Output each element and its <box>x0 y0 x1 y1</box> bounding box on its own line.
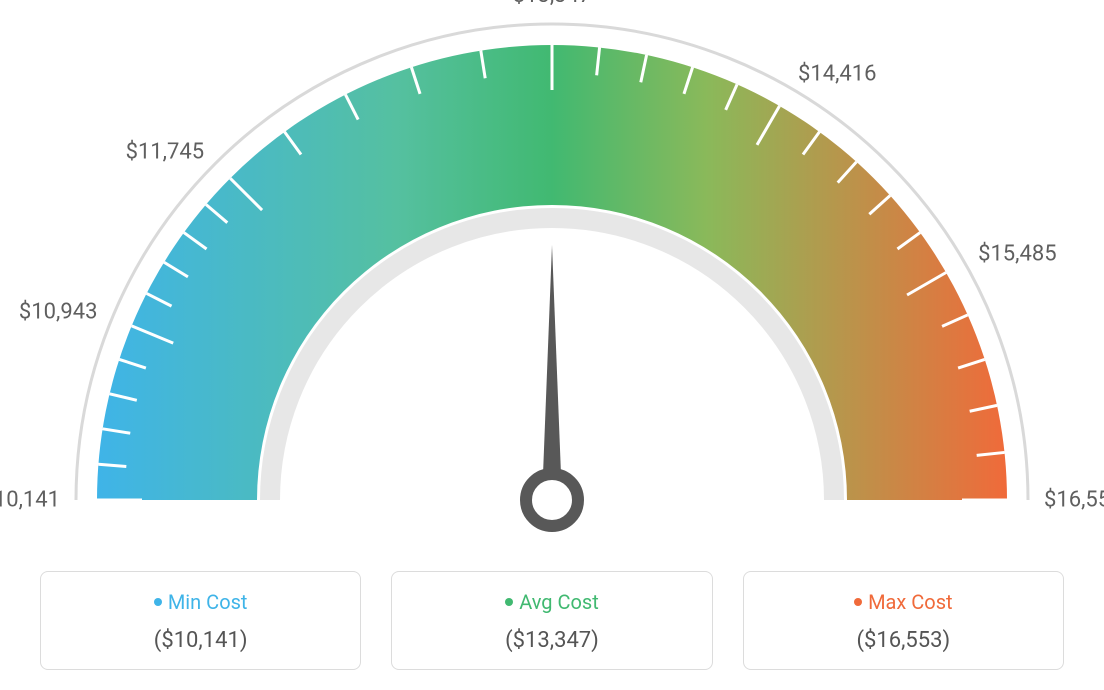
avg-title-text: Avg Cost <box>519 590 599 614</box>
gauge-tick-label: $14,416 <box>798 61 877 86</box>
gauge-tick-label: $13,347 <box>513 0 592 8</box>
max-dot-icon <box>854 598 862 606</box>
avg-cost-title: Avg Cost <box>402 590 701 614</box>
max-title-text: Max Cost <box>868 590 953 614</box>
gauge-tick-label: $10,141 <box>0 488 60 513</box>
avg-cost-value: ($13,347) <box>402 628 701 653</box>
gauge-tick-label: $16,553 <box>1044 488 1104 513</box>
avg-cost-card: Avg Cost ($13,347) <box>391 571 712 670</box>
min-cost-value: ($10,141) <box>51 628 350 653</box>
gauge-tick-label: $15,485 <box>978 242 1057 267</box>
min-cost-title: Min Cost <box>51 590 350 614</box>
max-cost-title: Max Cost <box>754 590 1053 614</box>
min-cost-card: Min Cost ($10,141) <box>40 571 361 670</box>
avg-dot-icon <box>505 598 513 606</box>
gauge-tick-label: $10,943 <box>19 299 98 324</box>
gauge-tick-label: $11,745 <box>126 140 205 165</box>
gauge-svg <box>0 0 1104 540</box>
min-dot-icon <box>154 598 162 606</box>
min-title-text: Min Cost <box>168 590 248 614</box>
max-cost-card: Max Cost ($16,553) <box>743 571 1064 670</box>
max-cost-value: ($16,553) <box>754 628 1053 653</box>
cost-gauge: $10,141 $10,943 $11,745 $13,347 $14,416 $15,4… <box>0 0 1104 540</box>
summary-cards: Min Cost ($10,141) Avg Cost ($13,347) Ma… <box>40 571 1064 670</box>
